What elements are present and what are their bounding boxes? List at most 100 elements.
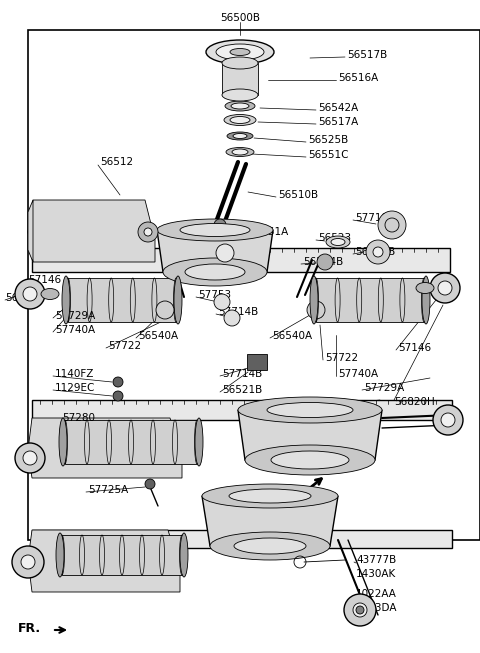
Text: 57740A: 57740A <box>55 325 95 335</box>
Ellipse shape <box>225 101 255 111</box>
Polygon shape <box>62 535 182 575</box>
Text: 56551C: 56551C <box>308 150 348 160</box>
Bar <box>222 63 258 95</box>
Circle shape <box>214 294 230 310</box>
Bar <box>28 30 480 540</box>
Ellipse shape <box>230 48 250 56</box>
Ellipse shape <box>157 219 273 241</box>
Circle shape <box>307 301 325 319</box>
Circle shape <box>23 451 37 465</box>
Circle shape <box>145 479 155 489</box>
Circle shape <box>438 281 452 295</box>
Ellipse shape <box>234 538 306 554</box>
Text: 56820H: 56820H <box>394 397 435 407</box>
Circle shape <box>344 594 376 626</box>
Circle shape <box>216 244 234 262</box>
Text: 57280: 57280 <box>62 413 95 423</box>
Polygon shape <box>238 410 382 460</box>
Polygon shape <box>28 200 155 262</box>
Text: 56523: 56523 <box>318 233 351 243</box>
Polygon shape <box>316 278 424 322</box>
Text: 1313DA: 1313DA <box>356 603 397 613</box>
Polygon shape <box>202 496 338 546</box>
Text: 56540A: 56540A <box>272 331 312 341</box>
Ellipse shape <box>232 149 248 155</box>
Circle shape <box>12 546 44 578</box>
Text: 57725A: 57725A <box>88 485 128 495</box>
Circle shape <box>317 254 333 270</box>
Ellipse shape <box>229 489 311 503</box>
Text: 56820J: 56820J <box>5 293 41 303</box>
Text: 56551A: 56551A <box>248 227 288 237</box>
Text: 56521B: 56521B <box>222 385 262 395</box>
Polygon shape <box>28 418 182 478</box>
Ellipse shape <box>59 418 67 466</box>
Text: 56540A: 56540A <box>138 331 178 341</box>
Text: 56510B: 56510B <box>278 190 318 200</box>
Ellipse shape <box>202 484 338 508</box>
Ellipse shape <box>224 114 256 125</box>
Ellipse shape <box>185 264 245 280</box>
Ellipse shape <box>227 132 253 140</box>
Ellipse shape <box>356 606 364 614</box>
Ellipse shape <box>195 418 203 466</box>
Text: 57714B: 57714B <box>222 369 262 379</box>
Circle shape <box>15 279 45 309</box>
Ellipse shape <box>226 148 254 157</box>
Bar <box>247 354 267 370</box>
Circle shape <box>23 287 37 301</box>
Ellipse shape <box>210 532 330 560</box>
Text: 56517A: 56517A <box>318 117 358 127</box>
Ellipse shape <box>271 451 349 469</box>
Text: 56525B: 56525B <box>308 135 348 145</box>
Ellipse shape <box>230 116 250 123</box>
Text: 1430AK: 1430AK <box>356 569 396 579</box>
Ellipse shape <box>62 276 70 324</box>
Circle shape <box>15 443 45 473</box>
Polygon shape <box>65 420 197 464</box>
Ellipse shape <box>174 276 182 324</box>
Ellipse shape <box>206 40 274 64</box>
Circle shape <box>113 391 123 401</box>
Polygon shape <box>28 530 180 592</box>
Text: FR.: FR. <box>18 622 41 635</box>
Text: 57718A: 57718A <box>355 213 395 223</box>
Ellipse shape <box>163 258 267 286</box>
Ellipse shape <box>231 103 249 109</box>
Text: 57722: 57722 <box>108 341 141 351</box>
Ellipse shape <box>216 44 264 60</box>
Ellipse shape <box>310 276 318 324</box>
Ellipse shape <box>180 223 250 236</box>
Text: 56524B: 56524B <box>303 257 343 267</box>
Ellipse shape <box>222 89 258 101</box>
Circle shape <box>214 219 226 231</box>
Ellipse shape <box>238 397 382 423</box>
Ellipse shape <box>180 533 188 577</box>
Ellipse shape <box>222 57 258 69</box>
Text: 1129EC: 1129EC <box>55 383 96 393</box>
Ellipse shape <box>331 238 345 246</box>
Circle shape <box>430 273 460 303</box>
Text: 1140FZ: 1140FZ <box>55 369 95 379</box>
Circle shape <box>224 310 240 326</box>
Circle shape <box>138 222 158 242</box>
Circle shape <box>156 301 174 319</box>
Polygon shape <box>28 200 33 262</box>
Circle shape <box>378 211 406 239</box>
Ellipse shape <box>416 283 434 293</box>
Text: 56500B: 56500B <box>220 13 260 23</box>
Text: 57753: 57753 <box>198 290 231 300</box>
Text: 56532B: 56532B <box>355 247 395 257</box>
Text: 57729A: 57729A <box>364 383 404 393</box>
Circle shape <box>366 240 390 264</box>
Text: 57740A: 57740A <box>338 369 378 379</box>
Circle shape <box>21 555 35 569</box>
Ellipse shape <box>56 533 64 577</box>
Circle shape <box>373 247 383 257</box>
Circle shape <box>441 413 455 427</box>
Ellipse shape <box>41 289 59 300</box>
Text: 43777B: 43777B <box>356 555 396 565</box>
Text: 57146: 57146 <box>398 343 431 353</box>
Text: 56516A: 56516A <box>338 73 378 83</box>
Text: 57146: 57146 <box>28 275 61 285</box>
